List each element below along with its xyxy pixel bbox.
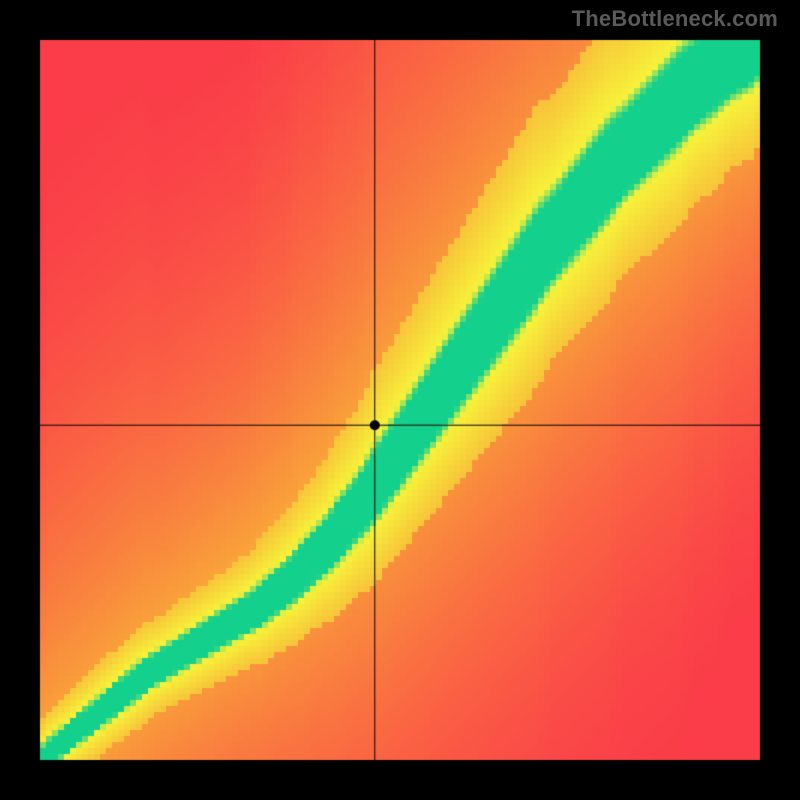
bottleneck-heatmap-canvas: [0, 0, 800, 800]
figure-stage: TheBottleneck.com: [0, 0, 800, 800]
watermark-text: TheBottleneck.com: [572, 6, 778, 32]
